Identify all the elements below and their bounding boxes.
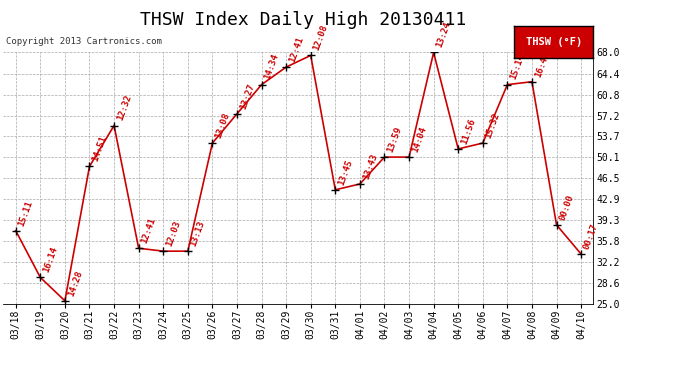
Text: 14:34: 14:34 (263, 53, 280, 81)
Text: 13:13: 13:13 (189, 219, 207, 248)
Text: THSW Index Daily High 20130411: THSW Index Daily High 20130411 (141, 11, 466, 29)
Text: THSW (°F): THSW (°F) (526, 37, 582, 47)
Text: 12:03: 12:03 (164, 219, 182, 248)
Text: 15:14: 15:14 (509, 53, 526, 81)
Text: 14:04: 14:04 (411, 125, 428, 154)
Text: 12:32: 12:32 (115, 94, 133, 122)
Text: 14:28: 14:28 (66, 269, 83, 297)
Text: 11:56: 11:56 (460, 117, 477, 146)
Text: 13:59: 13:59 (386, 125, 404, 154)
Text: 14:51: 14:51 (90, 135, 108, 163)
Text: 15:32: 15:32 (484, 111, 502, 140)
Text: Copyright 2013 Cartronics.com: Copyright 2013 Cartronics.com (6, 38, 161, 46)
Text: 13:43: 13:43 (361, 152, 379, 180)
Text: 12:41: 12:41 (140, 216, 157, 245)
Text: 15:11: 15:11 (17, 199, 34, 227)
Text: 00:17: 00:17 (582, 222, 600, 251)
Text: 13:08: 13:08 (214, 111, 231, 140)
Text: 13:45: 13:45 (337, 158, 354, 186)
Text: 12:41: 12:41 (287, 35, 305, 64)
Text: 16:46: 16:46 (533, 50, 551, 78)
Text: 16:14: 16:14 (41, 246, 59, 274)
Text: 13:27: 13:27 (238, 82, 256, 110)
Text: 00:00: 00:00 (558, 193, 575, 221)
Text: 13:24: 13:24 (435, 21, 453, 49)
Text: 12:08: 12:08 (312, 24, 330, 52)
